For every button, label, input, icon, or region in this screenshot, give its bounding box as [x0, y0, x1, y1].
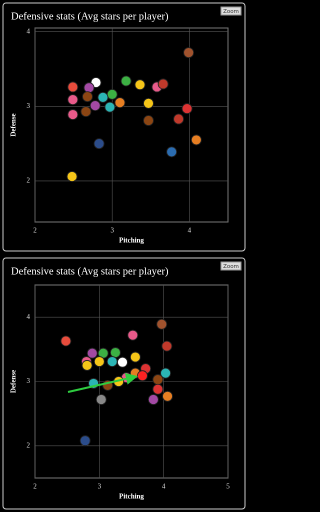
- x-axis-label: Pitching: [119, 237, 144, 245]
- player-point[interactable]: [181, 103, 193, 114]
- player-point[interactable]: [147, 394, 159, 405]
- annotation-arrow: [67, 372, 138, 393]
- player-point[interactable]: [106, 356, 118, 367]
- player-point[interactable]: [89, 100, 101, 111]
- player-point[interactable]: [66, 171, 78, 182]
- player-point[interactable]: [93, 356, 105, 367]
- player-point[interactable]: [120, 75, 132, 87]
- x-tick-label: 4: [162, 483, 166, 491]
- player-point[interactable]: [95, 394, 107, 405]
- player-point[interactable]: [156, 318, 168, 330]
- y-tick-label: 3: [27, 377, 31, 385]
- player-point[interactable]: [129, 351, 141, 363]
- chart-title: Defensive stats (Avg stars per player): [11, 11, 169, 22]
- y-axis-label: Defense: [10, 370, 18, 393]
- player-point[interactable]: [152, 383, 164, 395]
- player-point[interactable]: [117, 356, 128, 368]
- screen: Defensive stats (Avg stars per player) Zo…: [2, 2, 246, 510]
- x-tick-label: 3: [98, 483, 102, 491]
- y-tick-label: 2: [27, 441, 31, 449]
- x-tick-label: 2: [33, 483, 37, 491]
- player-point[interactable]: [173, 113, 184, 125]
- x-tick-label: 5: [226, 483, 230, 491]
- y-axis-label: Defense: [10, 113, 18, 136]
- player-point[interactable]: [79, 435, 91, 447]
- player-point[interactable]: [67, 109, 79, 120]
- player-point[interactable]: [80, 106, 92, 117]
- player-point[interactable]: [83, 82, 95, 94]
- player-point[interactable]: [161, 340, 173, 352]
- player-point[interactable]: [93, 138, 105, 150]
- player-point[interactable]: [97, 91, 109, 103]
- player-point[interactable]: [152, 374, 164, 385]
- player-point[interactable]: [81, 360, 93, 371]
- y-tick-label: 4: [27, 313, 31, 321]
- charts: Defensive stats (Avg stars per player) Zo…: [10, 6, 242, 501]
- player-point[interactable]: [110, 347, 121, 358]
- panel: [2, 2, 246, 252]
- zoom-button[interactable]: [220, 6, 242, 16]
- player-point[interactable]: [67, 81, 79, 93]
- player-point[interactable]: [67, 94, 79, 106]
- player-point[interactable]: [60, 335, 72, 347]
- player-point[interactable]: [134, 79, 146, 91]
- player-point[interactable]: [143, 97, 154, 109]
- zoom-label[interactable]: Zoom: [223, 9, 239, 15]
- zoom-button[interactable]: [220, 261, 242, 271]
- x-tick-label: 2: [33, 227, 37, 235]
- player-point[interactable]: [127, 329, 139, 341]
- player-point[interactable]: [160, 367, 171, 379]
- player-point[interactable]: [106, 89, 118, 100]
- player-point[interactable]: [183, 47, 195, 59]
- x-tick-label: 4: [188, 227, 192, 235]
- y-tick-label: 2: [27, 177, 31, 185]
- y-tick-label: 3: [27, 102, 31, 110]
- player-point[interactable]: [166, 146, 178, 158]
- chart-title: Defensive stats (Avg stars per player): [11, 266, 169, 277]
- player-point[interactable]: [114, 97, 126, 109]
- player-point[interactable]: [137, 370, 148, 382]
- player-point[interactable]: [190, 134, 202, 146]
- player-point[interactable]: [143, 115, 154, 126]
- panel: [2, 257, 246, 510]
- player-point[interactable]: [82, 91, 93, 103]
- player-point[interactable]: [162, 390, 173, 402]
- player-point[interactable]: [104, 101, 116, 113]
- y-tick-label: 4: [27, 27, 31, 35]
- player-point[interactable]: [157, 78, 169, 90]
- player-point[interactable]: [86, 347, 98, 359]
- x-axis-label: Pitching: [119, 493, 144, 501]
- x-tick-label: 3: [110, 227, 114, 235]
- zoom-label[interactable]: Zoom: [223, 264, 239, 270]
